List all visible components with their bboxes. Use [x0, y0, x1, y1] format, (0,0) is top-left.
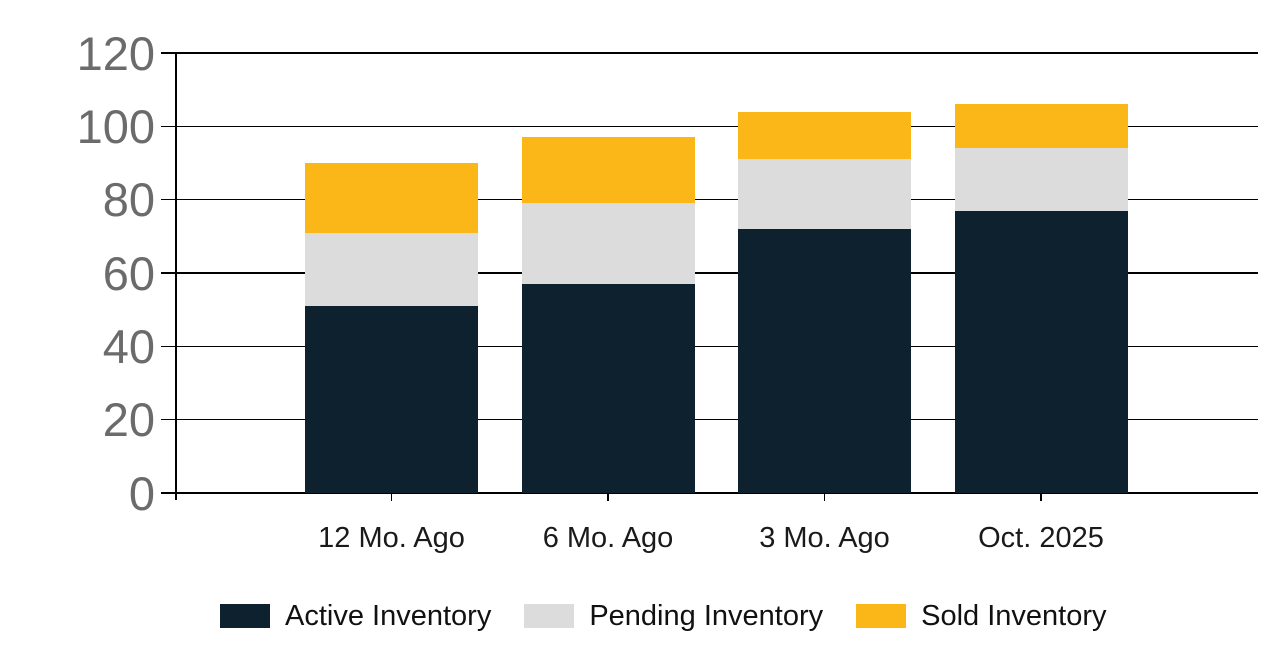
bar-segment-active-inventory: [738, 229, 911, 493]
y-axis-tick-label: 60: [102, 246, 155, 300]
bar-segment-pending-inventory: [954, 148, 1128, 211]
gridline: [161, 198, 1258, 201]
legend: Active Inventory Pending Inventory Sold In…: [220, 601, 1107, 631]
x-axis-baseline: [161, 492, 1258, 494]
bar-segment-active-inventory: [954, 210, 1128, 493]
legend-label: Sold Inventory: [921, 600, 1107, 632]
x-axis-tick: [390, 493, 393, 501]
bar-segment-sold-inventory: [521, 137, 695, 204]
x-axis-category-label: 12 Mo. Ago: [318, 522, 465, 554]
x-axis-tick: [607, 493, 609, 501]
legend-item-pending-inventory: Pending Inventory: [524, 601, 823, 631]
gridline: [161, 52, 1258, 54]
gridline: [161, 418, 1258, 421]
bar-segment-pending-inventory: [738, 159, 911, 229]
legend-label: Pending Inventory: [589, 600, 824, 632]
gridline: [161, 125, 1258, 128]
bar-segment-sold-inventory: [738, 111, 911, 160]
x-axis-tick: [1040, 493, 1042, 501]
bar-segment-active-inventory: [521, 284, 695, 493]
y-axis-tick-label: 20: [102, 393, 155, 447]
legend-label: Active Inventory: [285, 600, 492, 632]
y-axis-tick-label: 0: [128, 466, 155, 520]
x-axis-category-label: 6 Mo. Ago: [542, 522, 674, 554]
legend-swatch-pending-inventory: [524, 604, 575, 628]
gridline: [161, 272, 1258, 274]
y-axis-tick-label: 120: [76, 26, 155, 80]
legend-swatch-sold-inventory: [856, 604, 907, 628]
y-axis-tick-label: 100: [76, 99, 155, 153]
legend-swatch-active-inventory: [220, 604, 270, 628]
y-axis-line: [175, 53, 177, 500]
bar-segment-sold-inventory: [954, 104, 1128, 149]
bar-segment-active-inventory: [305, 306, 478, 493]
legend-item-active-inventory: Active Inventory: [220, 601, 491, 631]
y-axis-tick-label: 80: [102, 173, 155, 227]
bar-segment-pending-inventory: [521, 203, 695, 284]
x-axis-tick: [823, 493, 826, 501]
bar-segment-sold-inventory: [305, 163, 478, 233]
x-axis-category-label: Oct. 2025: [978, 522, 1104, 554]
x-axis-category-label: 3 Mo. Ago: [759, 522, 890, 554]
legend-item-sold-inventory: Sold Inventory: [856, 600, 1107, 632]
bar-segment-pending-inventory: [305, 232, 478, 306]
gridline: [161, 345, 1258, 348]
y-axis-tick-label: 40: [102, 319, 155, 373]
